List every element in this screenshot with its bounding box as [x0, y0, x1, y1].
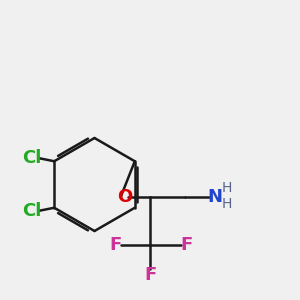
- Text: N: N: [207, 188, 222, 206]
- Text: F: F: [144, 266, 156, 284]
- Text: F: F: [180, 236, 192, 253]
- Text: Cl: Cl: [22, 202, 41, 220]
- Text: F: F: [110, 236, 122, 253]
- Text: Cl: Cl: [22, 149, 41, 167]
- Text: O: O: [117, 188, 132, 206]
- Text: H: H: [222, 197, 232, 211]
- Text: H: H: [222, 181, 232, 195]
